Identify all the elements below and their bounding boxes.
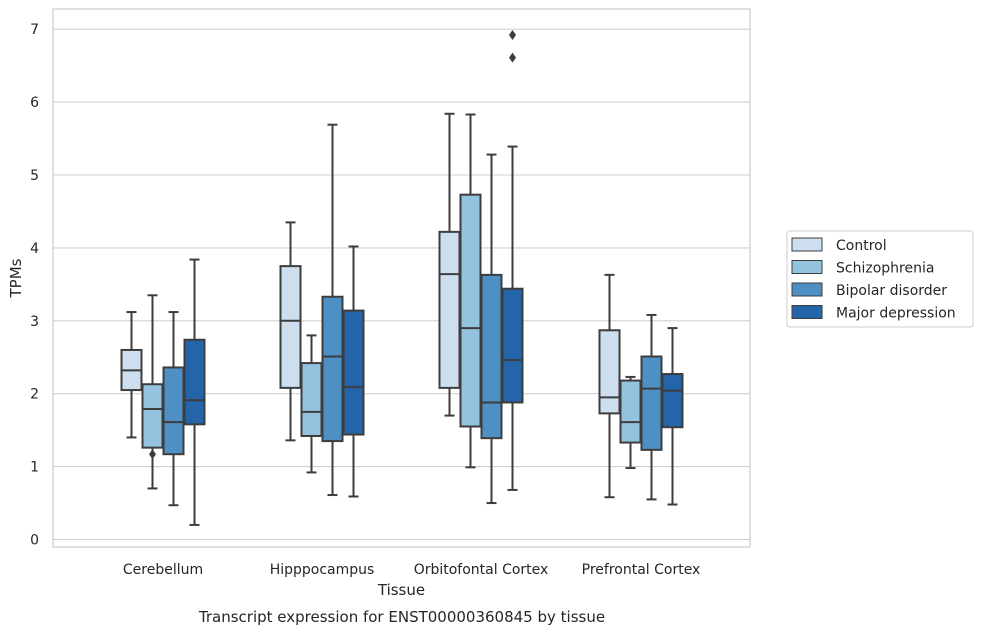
x-axis-label: Tissue <box>377 581 425 599</box>
plot-frame <box>52 8 751 548</box>
iqr-box <box>480 273 503 440</box>
y-tick-label: 4 <box>30 241 39 257</box>
box <box>598 273 621 499</box>
y-tick-label: 2 <box>30 387 39 403</box>
y-tick-label: 6 <box>30 95 39 111</box>
legend-label: Schizophrenia <box>836 261 934 277</box>
x-tick-label: Orbitofontal Cortex <box>414 562 549 578</box>
legend-label: Control <box>836 238 887 254</box>
iqr-box <box>279 265 302 389</box>
box <box>640 313 663 501</box>
box <box>279 221 302 442</box>
iqr-box <box>183 338 206 426</box>
y-tick-label: 0 <box>30 533 39 549</box>
iqr-box <box>661 373 684 429</box>
y-tick-label: 3 <box>30 314 39 330</box>
legend-swatch <box>791 305 823 319</box>
x-tick-label: Prefrontal Cortex <box>582 562 701 578</box>
box <box>120 311 143 439</box>
outlier-point <box>509 52 516 63</box>
box <box>321 123 344 497</box>
iqr-box <box>459 193 482 428</box>
x-tick-label: Hipppocampus <box>270 562 375 578</box>
y-axis-label: TPMs <box>7 258 25 298</box>
y-tick-label: 1 <box>30 460 39 476</box>
box <box>459 113 482 469</box>
box <box>438 112 461 417</box>
box <box>619 375 642 470</box>
x-tick-label: Cerebellum <box>123 562 203 578</box>
box <box>501 30 524 491</box>
box-series <box>120 30 684 526</box>
gridlines <box>53 28 750 541</box>
iqr-box <box>141 383 164 449</box>
legend-label: Major depression <box>836 306 956 322</box>
box <box>661 327 684 506</box>
legend-swatch <box>791 237 823 252</box>
y-tick-label: 7 <box>30 22 39 38</box>
outlier-point <box>149 449 156 460</box>
box <box>183 258 206 526</box>
iqr-box <box>342 309 365 436</box>
iqr-box <box>619 379 642 444</box>
box <box>342 245 365 498</box>
tick-labels: 0 1 2 3 4 5 6 7 Cerebellum Hipppocampus Orbitofont… <box>30 22 700 578</box>
legend-swatch <box>791 282 823 297</box>
box <box>162 311 185 507</box>
legend-frame <box>786 230 974 328</box>
outlier-point <box>509 30 516 41</box>
y-tick-label: 5 <box>30 168 39 184</box>
iqr-box <box>162 366 185 456</box>
legend: Control Schizophrenia Bipolar disorder Majo… <box>786 230 974 328</box>
legend-label: Bipolar disorder <box>836 283 947 299</box>
legend-swatch <box>791 260 823 274</box>
iqr-box <box>598 329 621 415</box>
iqr-box <box>300 362 323 437</box>
iqr-box <box>640 355 663 451</box>
chart-caption: Transcript expression for ENST0000036084… <box>198 608 605 626</box>
iqr-box <box>501 287 524 404</box>
iqr-box <box>321 295 344 443</box>
iqr-box <box>438 230 461 389</box>
box <box>141 294 164 490</box>
box <box>480 153 503 505</box>
box <box>300 334 323 474</box>
